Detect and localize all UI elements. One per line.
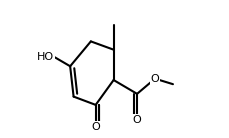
Text: O: O xyxy=(150,74,159,84)
Text: HO: HO xyxy=(37,52,54,62)
Text: O: O xyxy=(132,115,141,125)
Text: O: O xyxy=(91,122,100,132)
